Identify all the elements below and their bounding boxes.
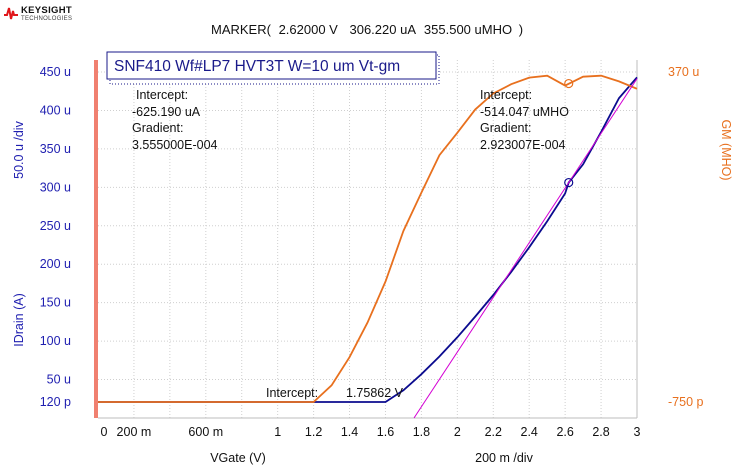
y-left-tick-label: 350 u — [40, 142, 71, 156]
x-tick-label: 2.2 — [485, 425, 502, 439]
y-left-tick-label: 150 u — [40, 296, 71, 310]
chart-title: SNF410 Wf#LP7 HVT3T W=10 um Vt-gm — [114, 58, 400, 75]
y-left-tick-label: 200 u — [40, 257, 71, 271]
gm-marker-point — [564, 78, 574, 89]
brand-name: KEYSIGHT — [21, 5, 72, 16]
x-tick-label: 1.2 — [305, 425, 322, 439]
y-left-tick-label: 450 u — [40, 65, 71, 79]
marker-label: MARKER( — [211, 22, 271, 37]
x-tick-label: 2 — [454, 425, 461, 439]
left-gradient-value: 3.555000E-004 — [132, 138, 218, 152]
brand-sub: TECHNOLOGIES — [21, 16, 73, 22]
left-intercept-label: Intercept: — [136, 88, 188, 102]
y-right-tick-label: 370 u — [668, 65, 699, 79]
x-tick-label: 2.6 — [556, 425, 573, 439]
x-intercept-label: Intercept: — [266, 386, 318, 400]
y-left-tick-label: 100 u — [40, 334, 71, 348]
left-intercept-value: -625.190 uA — [132, 105, 201, 119]
right-gradient-label: Gradient: — [480, 121, 531, 135]
y-left-tick-label: 50 u — [47, 373, 71, 387]
left-gradient-label: Gradient: — [132, 121, 183, 135]
series-line-gm — [98, 74, 638, 403]
y-left-tick-label: 400 u — [40, 103, 71, 117]
series-layer — [98, 74, 638, 419]
x-tick-label: 600 m — [188, 425, 223, 439]
x-tick-label: 3 — [634, 425, 641, 439]
marker-readout: MARKER( 2.62000 V 306.220 uA 355.500 uMH… — [211, 22, 523, 37]
y-left-tick-label: 120 p — [40, 395, 71, 409]
right-intercept-label: Intercept: — [480, 88, 532, 102]
x-tick-label: 0 — [101, 425, 108, 439]
y-right-tick-label: -750 p — [668, 395, 703, 409]
x-tick-label: 2.8 — [592, 425, 609, 439]
title-box — [106, 51, 437, 80]
y-left-tick-label: 300 u — [40, 180, 71, 194]
marker-vgate: 2.62000 V — [278, 22, 338, 37]
x-tick-label: 1.4 — [341, 425, 358, 439]
x-tick-label: 1.8 — [413, 425, 430, 439]
y-left-tick-label: 250 u — [40, 219, 71, 233]
right-gradient-value: 2.923007E-004 — [480, 138, 566, 152]
x-tick-label: 2.4 — [521, 425, 538, 439]
x-axis-title: VGate (V) — [210, 451, 266, 465]
tick-labels: 0 200 m 600 m 1 1.2 1.4 1.6 1.8 2 2.2 2.4 2.6 2.8 3 45… — [40, 65, 704, 439]
right-intercept-value: -514.047 uMHO — [480, 105, 569, 119]
marker-close: ) — [518, 22, 524, 37]
left-y-axis-bar — [94, 60, 98, 418]
series-line-tangent — [413, 78, 638, 419]
keysight-wave-icon — [4, 7, 18, 20]
marker-point — [564, 177, 574, 188]
x-tick-label: 1 — [274, 425, 281, 439]
x-intercept-value: 1.75862 V — [346, 386, 404, 400]
x-tick-label: 1.6 — [377, 425, 394, 439]
marker-gm: 355.500 uMHO — [423, 22, 513, 37]
marker-idrain: 306.220 uA — [349, 22, 416, 37]
y-left-axis-title: IDrain (A) — [12, 293, 26, 346]
y-right-axis-title: GM (MHO) — [719, 119, 733, 180]
y-left-scale-label: 50.0 u /div — [12, 120, 26, 178]
x-tick-label: 200 m — [117, 425, 152, 439]
x-scale-label: 200 m /div — [475, 451, 533, 465]
series-line-idrain — [98, 76, 638, 403]
